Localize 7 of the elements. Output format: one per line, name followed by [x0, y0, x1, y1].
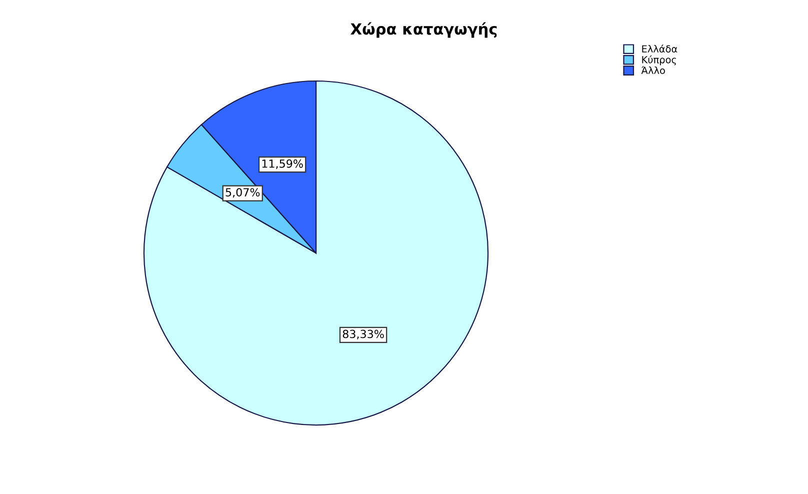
legend-label: Ελλάδα — [642, 44, 678, 53]
legend-label: Κύπρος — [642, 55, 676, 66]
data-label: 5,07% — [226, 188, 260, 198]
data-label: 11,59% — [262, 159, 303, 169]
data-label: 83,33% — [342, 330, 384, 340]
chart-title: Χώρα καταγωγής — [350, 22, 497, 38]
legend-label: Άλλο — [641, 66, 665, 74]
